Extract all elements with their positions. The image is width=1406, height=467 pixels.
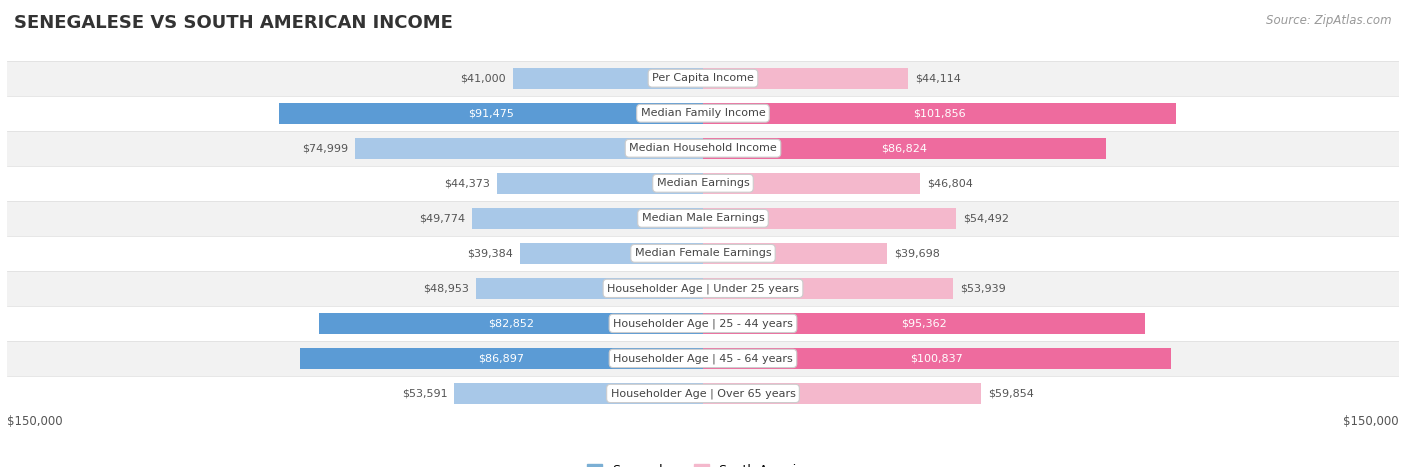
Bar <box>703 243 887 264</box>
Text: $53,591: $53,591 <box>402 389 447 398</box>
Text: $74,999: $74,999 <box>302 143 349 153</box>
Text: $100,837: $100,837 <box>911 354 963 363</box>
Text: $91,475: $91,475 <box>468 108 513 118</box>
Bar <box>319 313 703 334</box>
Bar <box>703 173 920 194</box>
Bar <box>278 103 703 124</box>
Text: Median Household Income: Median Household Income <box>628 143 778 153</box>
Text: $44,373: $44,373 <box>444 178 491 188</box>
Text: $95,362: $95,362 <box>901 318 948 328</box>
FancyBboxPatch shape <box>7 201 1399 236</box>
Text: $41,000: $41,000 <box>460 73 506 83</box>
Text: $86,897: $86,897 <box>478 354 524 363</box>
Text: Per Capita Income: Per Capita Income <box>652 73 754 83</box>
Bar <box>356 138 703 159</box>
Text: $86,824: $86,824 <box>882 143 928 153</box>
Text: $101,856: $101,856 <box>912 108 966 118</box>
Text: $49,774: $49,774 <box>419 213 465 223</box>
Text: Median Female Earnings: Median Female Earnings <box>634 248 772 258</box>
Bar <box>498 173 703 194</box>
Bar <box>703 313 1146 334</box>
Bar <box>454 383 703 404</box>
Text: $46,804: $46,804 <box>927 178 973 188</box>
Text: Householder Age | 25 - 44 years: Householder Age | 25 - 44 years <box>613 318 793 329</box>
Text: $53,939: $53,939 <box>960 283 1005 293</box>
Text: Householder Age | 45 - 64 years: Householder Age | 45 - 64 years <box>613 353 793 364</box>
Text: $54,492: $54,492 <box>963 213 1008 223</box>
Bar <box>703 138 1107 159</box>
Legend: Senegalese, South American: Senegalese, South American <box>582 459 824 467</box>
FancyBboxPatch shape <box>7 376 1399 411</box>
FancyBboxPatch shape <box>7 166 1399 201</box>
Bar <box>475 278 703 299</box>
FancyBboxPatch shape <box>7 96 1399 131</box>
Text: Source: ZipAtlas.com: Source: ZipAtlas.com <box>1267 14 1392 27</box>
Text: $150,000: $150,000 <box>7 415 63 428</box>
Bar <box>472 208 703 229</box>
Text: Median Male Earnings: Median Male Earnings <box>641 213 765 223</box>
Text: $39,384: $39,384 <box>467 248 513 258</box>
Bar <box>703 278 953 299</box>
Text: SENEGALESE VS SOUTH AMERICAN INCOME: SENEGALESE VS SOUTH AMERICAN INCOME <box>14 14 453 32</box>
Text: $59,854: $59,854 <box>987 389 1033 398</box>
Text: Median Earnings: Median Earnings <box>657 178 749 188</box>
Text: $44,114: $44,114 <box>915 73 960 83</box>
FancyBboxPatch shape <box>7 341 1399 376</box>
FancyBboxPatch shape <box>7 236 1399 271</box>
FancyBboxPatch shape <box>7 61 1399 96</box>
Bar <box>703 383 981 404</box>
Bar <box>703 348 1171 369</box>
Text: Householder Age | Under 25 years: Householder Age | Under 25 years <box>607 283 799 294</box>
Bar <box>703 68 908 89</box>
Text: $48,953: $48,953 <box>423 283 470 293</box>
Bar <box>703 208 956 229</box>
Text: Median Family Income: Median Family Income <box>641 108 765 118</box>
Text: $150,000: $150,000 <box>1343 415 1399 428</box>
Bar <box>513 68 703 89</box>
Bar <box>703 103 1175 124</box>
FancyBboxPatch shape <box>7 306 1399 341</box>
Text: Householder Age | Over 65 years: Householder Age | Over 65 years <box>610 388 796 399</box>
Text: $39,698: $39,698 <box>894 248 941 258</box>
Bar <box>299 348 703 369</box>
Text: $82,852: $82,852 <box>488 318 534 328</box>
Bar <box>520 243 703 264</box>
FancyBboxPatch shape <box>7 271 1399 306</box>
FancyBboxPatch shape <box>7 131 1399 166</box>
